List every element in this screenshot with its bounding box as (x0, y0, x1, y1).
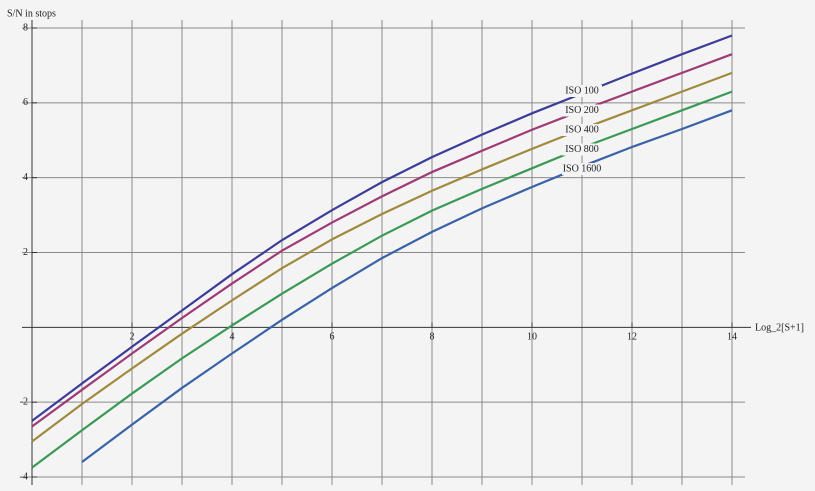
series-line (81, 109, 733, 463)
x-tick-label: 4 (230, 332, 235, 343)
series-label: ISO 200 (565, 105, 599, 116)
y-tick-label: 2 (23, 247, 28, 258)
x-tick-label: 12 (627, 332, 637, 343)
y-tick-label: 8 (23, 22, 28, 33)
y-axis-label: S/N in stops (7, 8, 56, 19)
series-label: ISO 1600 (563, 163, 602, 174)
label-background (562, 163, 602, 175)
x-tick-label: 6 (330, 332, 335, 343)
series-line (31, 53, 733, 428)
series-line (31, 90, 733, 469)
label-background (562, 124, 602, 136)
y-tick-label: -2 (20, 396, 28, 407)
x-tick-label: 14 (727, 332, 737, 343)
label-background (562, 143, 602, 156)
y-tick-label: -4 (20, 471, 28, 482)
series-label: ISO 800 (565, 144, 599, 155)
x-tick-label: 8 (430, 332, 435, 343)
y-tick-label: 4 (23, 172, 28, 183)
grid (22, 20, 745, 485)
label-background (562, 104, 602, 117)
series-label: ISO 100 (565, 85, 599, 96)
series-label: ISO 400 (565, 124, 599, 135)
series-line (31, 34, 733, 422)
x-tick-label: 10 (527, 332, 537, 343)
x-tick-label: 2 (130, 332, 135, 343)
series-line (31, 71, 733, 443)
label-background (562, 85, 602, 97)
x-axis-label: Log_2[S+1] (755, 322, 804, 333)
y-tick-label: 6 (23, 97, 28, 108)
